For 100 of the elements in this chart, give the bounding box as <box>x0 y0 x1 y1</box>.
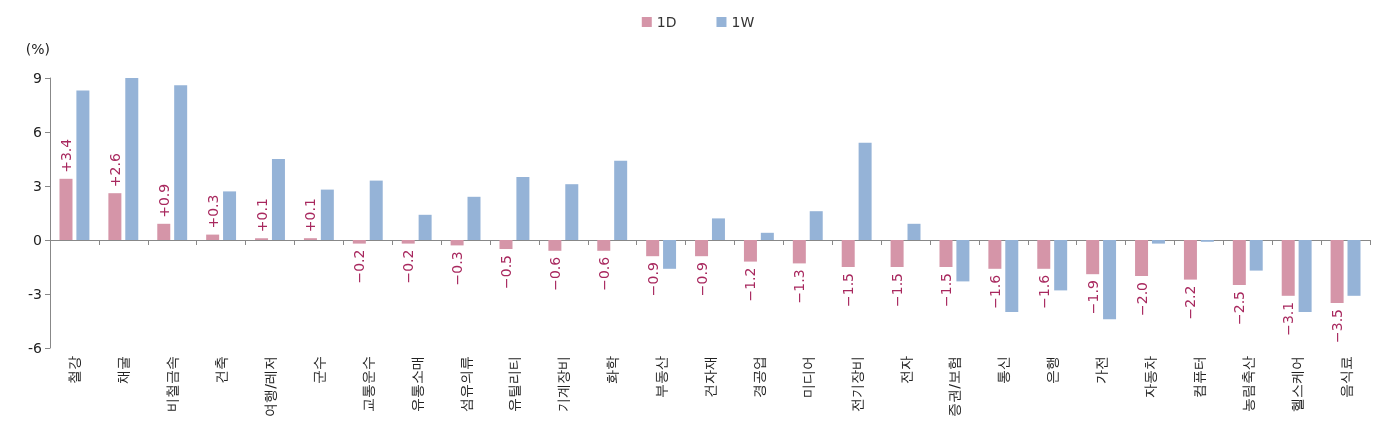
data-label: −1.6 <box>1035 274 1052 309</box>
bar <box>401 240 415 244</box>
bar <box>1054 240 1068 291</box>
x-tick-label: 전기장비 <box>848 356 865 412</box>
bar <box>548 240 562 251</box>
x-tick-label: 유틸리티 <box>506 356 523 412</box>
bar <box>516 177 530 240</box>
bar <box>59 178 73 240</box>
bar <box>841 240 855 267</box>
bar <box>499 240 513 249</box>
bar <box>1086 240 1100 275</box>
data-label: −1.5 <box>889 273 906 307</box>
data-label: −1.5 <box>937 273 954 307</box>
bar <box>125 78 139 240</box>
data-label: −3.5 <box>1329 309 1346 343</box>
data-label: −0.6 <box>546 256 563 291</box>
bar <box>1232 240 1246 285</box>
x-tick-label: 자동차 <box>1142 356 1158 398</box>
data-label: +0.1 <box>302 198 319 233</box>
y-tick-label: 9 <box>33 70 42 86</box>
bar <box>711 218 725 240</box>
x-tick-label: 부동산 <box>653 356 670 398</box>
x-tick-label: 증권/보험 <box>946 356 963 417</box>
x-tick-label: 섬유의류 <box>457 356 474 412</box>
data-label: −1.2 <box>742 267 759 302</box>
x-tick-label: 채굴 <box>115 356 132 384</box>
y-tick-label: 3 <box>33 178 42 194</box>
bar <box>108 193 122 240</box>
x-tick-label: 은행 <box>1044 356 1061 384</box>
bar <box>646 240 660 257</box>
data-label: −0.9 <box>644 262 661 297</box>
bar <box>939 240 953 267</box>
bar <box>1183 240 1197 280</box>
bar <box>760 232 774 240</box>
data-label: +0.1 <box>253 198 270 233</box>
x-tick-label: 기계장비 <box>555 356 572 412</box>
bar <box>467 196 481 240</box>
bar <box>174 85 188 240</box>
bar <box>1249 240 1263 271</box>
bar <box>663 240 677 269</box>
x-tick-label: 컴퓨터 <box>1190 356 1207 398</box>
bar <box>614 160 628 240</box>
bar <box>956 240 970 282</box>
data-label: −2.2 <box>1182 285 1199 320</box>
x-tick-label: 경공업 <box>750 356 767 398</box>
x-tick-label: 여행/레저 <box>262 356 278 417</box>
x-tick-label: 미디어 <box>799 356 816 398</box>
bar <box>743 240 757 262</box>
data-label: −0.9 <box>693 262 710 297</box>
bar <box>1151 240 1165 244</box>
bar <box>1135 240 1149 276</box>
bar <box>369 180 383 240</box>
bar <box>858 142 872 240</box>
data-label: −2.5 <box>1231 291 1248 325</box>
data-label: −0.6 <box>595 256 612 291</box>
data-label: −0.5 <box>497 255 514 289</box>
bar <box>157 223 171 240</box>
data-label: −1.9 <box>1084 280 1101 315</box>
bar <box>695 240 709 257</box>
legend-label: 1D <box>656 14 677 30</box>
bar <box>907 223 921 240</box>
bar <box>76 90 90 240</box>
bar <box>223 191 237 240</box>
x-tick-label: 건자재 <box>702 356 718 398</box>
x-tick-label: 가전 <box>1093 356 1110 384</box>
bar <box>206 234 220 240</box>
bar <box>1005 240 1019 312</box>
bar <box>352 240 366 244</box>
data-label: −2.0 <box>1133 282 1150 316</box>
data-label: −1.3 <box>791 269 808 304</box>
bar <box>809 211 823 240</box>
x-tick-label: 화학 <box>604 356 621 384</box>
bar <box>890 240 904 267</box>
y-tick-label: 0 <box>33 232 42 248</box>
x-tick-label: 전자 <box>897 356 914 384</box>
bar <box>271 159 285 240</box>
x-tick-label: 음식료 <box>1337 356 1354 398</box>
bar <box>450 240 464 246</box>
data-label: +0.3 <box>204 194 221 229</box>
bar <box>1281 240 1295 296</box>
bar <box>565 184 579 240</box>
bar <box>1347 240 1361 296</box>
x-tick-label: 통신 <box>995 356 1012 384</box>
bar <box>1037 240 1051 269</box>
bar <box>1298 240 1312 312</box>
bar <box>792 240 806 264</box>
bar <box>988 240 1002 269</box>
data-label: +0.9 <box>155 183 172 218</box>
bar <box>320 189 334 240</box>
bar <box>1330 240 1344 303</box>
y-tick-label: -6 <box>28 340 43 356</box>
x-tick-label: 군수 <box>310 356 327 384</box>
x-tick-label: 건축 <box>213 356 230 384</box>
data-label: −1.6 <box>986 274 1003 309</box>
data-label: −3.1 <box>1280 301 1297 336</box>
bar <box>418 214 432 240</box>
y-tick-label: 6 <box>33 124 43 140</box>
bar <box>597 240 611 251</box>
x-tick-label: 철강 <box>66 356 83 384</box>
x-tick-label: 교통운수 <box>359 356 376 412</box>
